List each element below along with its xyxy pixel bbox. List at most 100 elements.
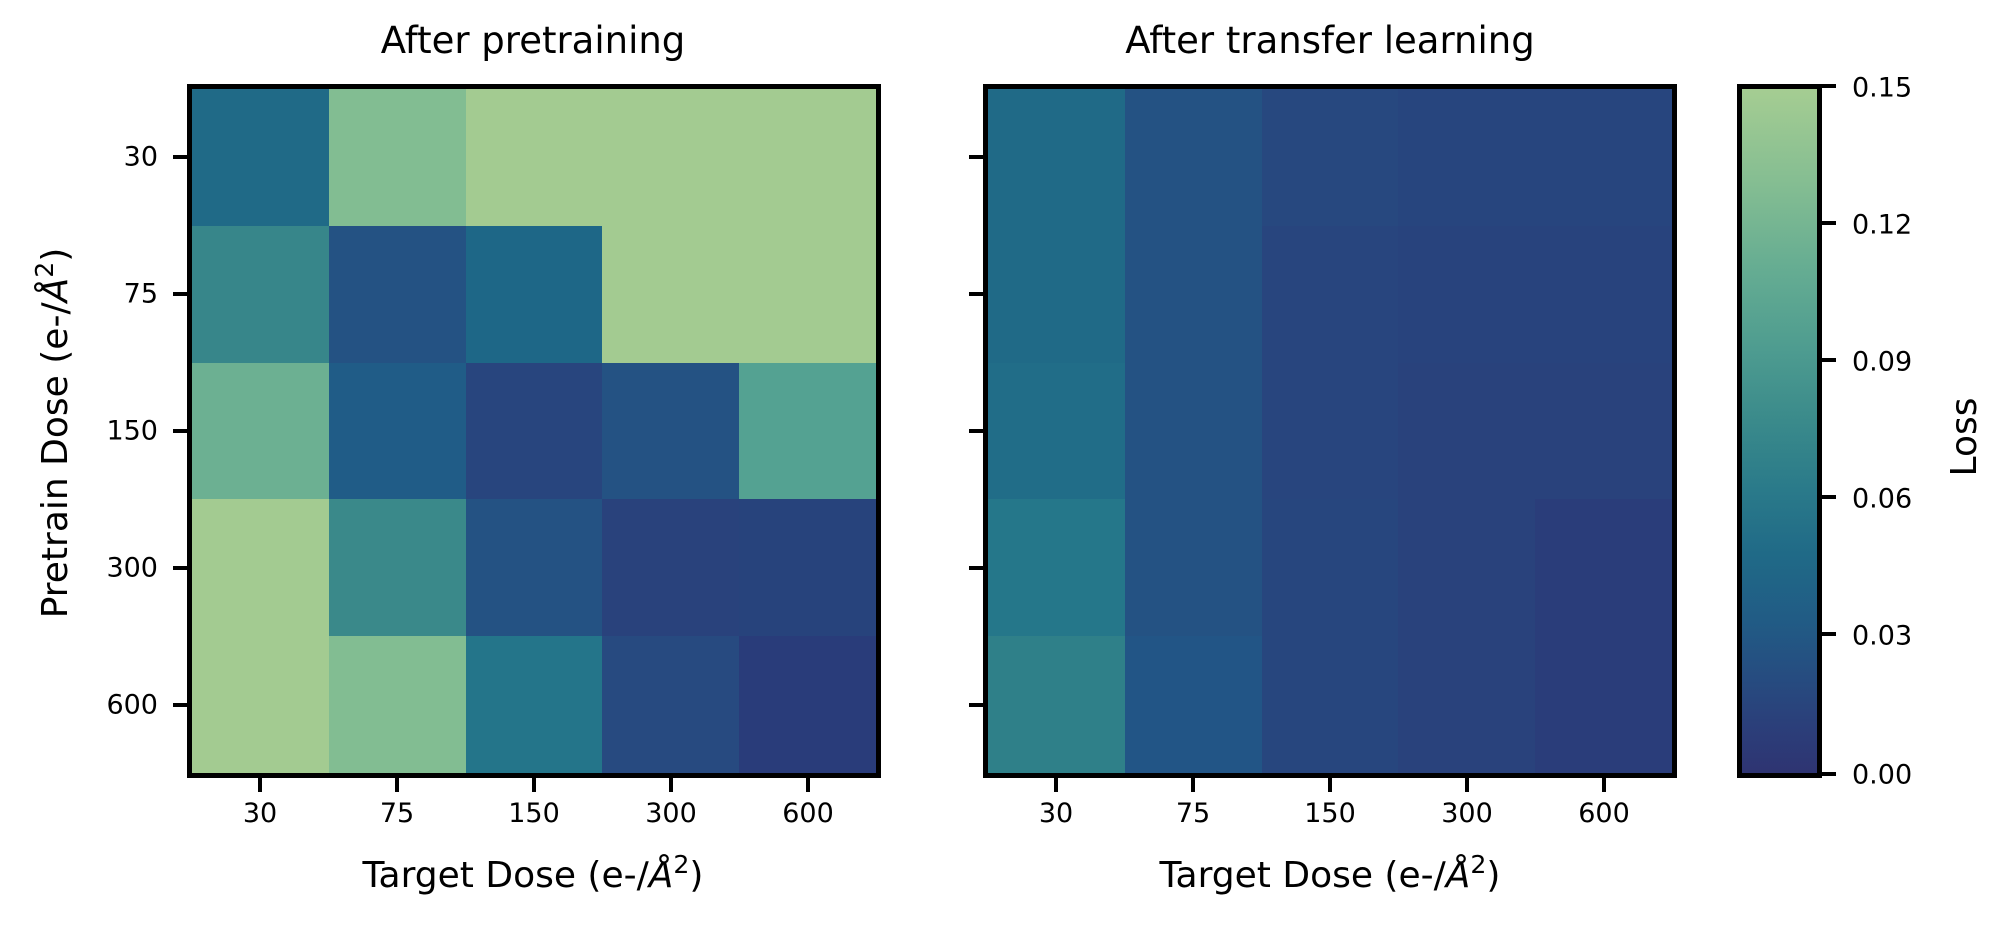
heatmap-cell (465, 499, 603, 637)
colorbar-tick-mark (1822, 84, 1836, 88)
x-axis-label-text: Target Dose (e-/ (362, 855, 649, 896)
heatmap-cell (739, 89, 876, 226)
heatmap-cell (739, 499, 876, 637)
heatmap-cell (1124, 362, 1262, 500)
heatmap-cell (988, 362, 1125, 500)
x-tick-mark (806, 778, 810, 792)
y-tick-mark (173, 703, 187, 707)
heatmap-cell (602, 636, 740, 773)
colorbar (1737, 84, 1822, 778)
heatmap-cell (1261, 636, 1399, 773)
heatmap-cell (465, 636, 603, 773)
heatmap-cell (739, 362, 876, 500)
colorbar-tick-label: 0.09 (1852, 346, 1913, 378)
heatmap-cell (988, 225, 1125, 363)
heatmap-cell (988, 89, 1125, 226)
colorbar-tick-mark (1822, 632, 1836, 636)
left-panel-title: After pretraining (380, 19, 686, 62)
heatmap-cell (1398, 225, 1536, 363)
x-tick-mark (1054, 778, 1058, 792)
heatmap-cell (988, 499, 1125, 637)
x-tick-label: 150 (1304, 798, 1356, 829)
y-tick-mark (969, 703, 983, 707)
y-tick-mark (969, 429, 983, 433)
y-tick-mark (173, 429, 187, 433)
x-axis-label-text: Target Dose (e-/ (1159, 855, 1446, 896)
x-tick-label: 75 (379, 798, 415, 829)
heatmap-cell (1124, 499, 1262, 637)
x-tick-label: 75 (1175, 798, 1211, 829)
colorbar-tick-mark (1822, 221, 1836, 225)
heatmap-cell (1398, 89, 1536, 226)
x-tick-label: 300 (1441, 798, 1493, 829)
label-suffix: ) (1486, 855, 1501, 896)
colorbar-tick-mark (1822, 358, 1836, 362)
colorbar-tick-label: 0.00 (1852, 759, 1913, 791)
heatmap-cell (1261, 362, 1399, 500)
left-x-axis-label: Target Dose (e-/Å2) (362, 852, 704, 896)
colorbar-tick-mark (1822, 772, 1836, 776)
x-tick-label: 600 (1578, 798, 1630, 829)
y-tick-label: 600 (106, 689, 158, 721)
colorbar-label: Loss (1944, 397, 1985, 477)
heatmap-cell (192, 362, 329, 500)
y-tick-mark (173, 155, 187, 159)
heatmap-cell (328, 89, 466, 226)
heatmap-after-pretraining (187, 84, 881, 778)
label-suffix: ) (35, 247, 76, 262)
heatmap-cell (465, 89, 603, 226)
x-tick-mark (1602, 778, 1606, 792)
x-tick-label: 600 (782, 798, 834, 829)
y-tick-label: 150 (106, 415, 158, 447)
heatmap-cell (1398, 362, 1536, 500)
heatmap-cell (328, 499, 466, 637)
x-tick-mark (258, 778, 262, 792)
heatmap-cell (1535, 89, 1672, 226)
colorbar-tick-label: 0.03 (1852, 620, 1913, 652)
y-axis-label-text: Pretrain Dose (e-/ (35, 302, 76, 619)
colorbar-tick-label: 0.12 (1852, 209, 1913, 241)
heatmap-cell (192, 225, 329, 363)
exponent: 2 (673, 850, 690, 880)
heatmap-cell (328, 362, 466, 500)
exponent: 2 (1470, 850, 1487, 880)
x-tick-label: 300 (645, 798, 697, 829)
x-tick-mark (395, 778, 399, 792)
heatmap-cell (1124, 89, 1262, 226)
heatmap-cell (1398, 636, 1536, 773)
y-tick-mark (969, 155, 983, 159)
x-tick-mark (532, 778, 536, 792)
heatmap-cell (192, 636, 329, 773)
colorbar-tick-label: 0.15 (1852, 72, 1913, 104)
heatmap-cell (328, 225, 466, 363)
y-tick-mark (173, 292, 187, 296)
heatmap-cell (465, 225, 603, 363)
heatmap-cell (602, 89, 740, 226)
heatmap-cell (602, 225, 740, 363)
colorbar-tick-label: 0.06 (1852, 483, 1913, 515)
right-x-axis-label: Target Dose (e-/Å2) (1159, 852, 1501, 896)
heatmap-cell (1261, 499, 1399, 637)
y-tick-label: 300 (106, 552, 158, 584)
heatmap-cell (465, 362, 603, 500)
heatmap-cell (739, 225, 876, 363)
heatmap-after-transfer-learning (983, 84, 1677, 778)
x-tick-mark (1328, 778, 1332, 792)
y-tick-mark (969, 566, 983, 570)
heatmap-cell (1124, 636, 1262, 773)
heatmap-cell (1535, 499, 1672, 637)
heatmap-cell (192, 499, 329, 637)
heatmap-cell (602, 362, 740, 500)
y-tick-mark (969, 292, 983, 296)
angstrom-symbol: Å (648, 855, 674, 896)
heatmap-cell (1535, 362, 1672, 500)
label-suffix: ) (689, 855, 704, 896)
x-tick-label: 30 (1038, 798, 1074, 829)
exponent: 2 (30, 261, 60, 278)
heatmap-cell (1261, 225, 1399, 363)
heatmap-cell (1398, 499, 1536, 637)
y-tick-label: 75 (123, 278, 158, 310)
x-tick-mark (669, 778, 673, 792)
heatmap-cell (739, 636, 876, 773)
x-tick-mark (1191, 778, 1195, 792)
